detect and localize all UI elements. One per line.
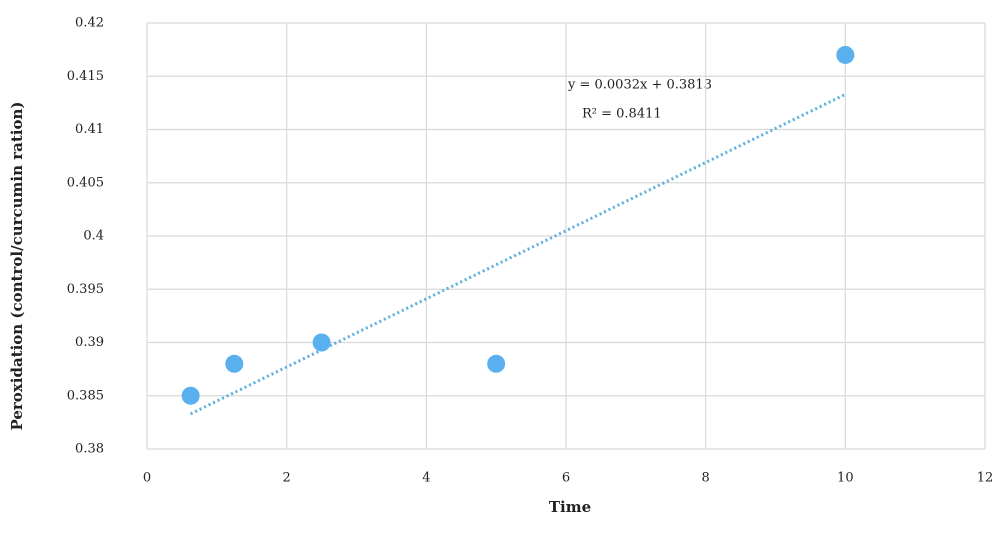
x-tick-label: 2 bbox=[283, 471, 291, 486]
data-point bbox=[225, 354, 244, 373]
x-tick-label: 4 bbox=[422, 471, 430, 486]
y-tick-label: 0.4 bbox=[83, 229, 104, 244]
x-tick-label: 6 bbox=[562, 471, 570, 486]
data-point bbox=[487, 354, 506, 373]
x-tick-label: 0 bbox=[143, 471, 151, 486]
x-tick-label: 12 bbox=[977, 471, 994, 486]
y-tick-label: 0.415 bbox=[67, 69, 104, 84]
y-tick-label: 0.42 bbox=[75, 16, 104, 31]
y-tick-label: 0.41 bbox=[75, 122, 104, 137]
trendline-equation: y = 0.0032x + 0.3813 bbox=[567, 78, 712, 93]
data-point bbox=[181, 386, 200, 405]
y-tick-label: 0.405 bbox=[67, 175, 104, 190]
x-axis-title: Time bbox=[549, 498, 591, 516]
y-tick-label: 0.385 bbox=[67, 388, 104, 403]
y-tick-label: 0.38 bbox=[75, 442, 104, 457]
y-axis-title: Peroxidation (control/curcumin ration) bbox=[8, 101, 26, 430]
trendline bbox=[189, 93, 846, 416]
x-tick-label: 10 bbox=[837, 471, 854, 486]
x-tick-label: 8 bbox=[702, 471, 710, 486]
data-point bbox=[836, 45, 855, 64]
data-point bbox=[312, 333, 331, 352]
trendline-r2: R² = 0.8411 bbox=[582, 107, 662, 122]
y-tick-label: 0.39 bbox=[75, 335, 104, 350]
y-tick-label: 0.395 bbox=[67, 282, 104, 297]
